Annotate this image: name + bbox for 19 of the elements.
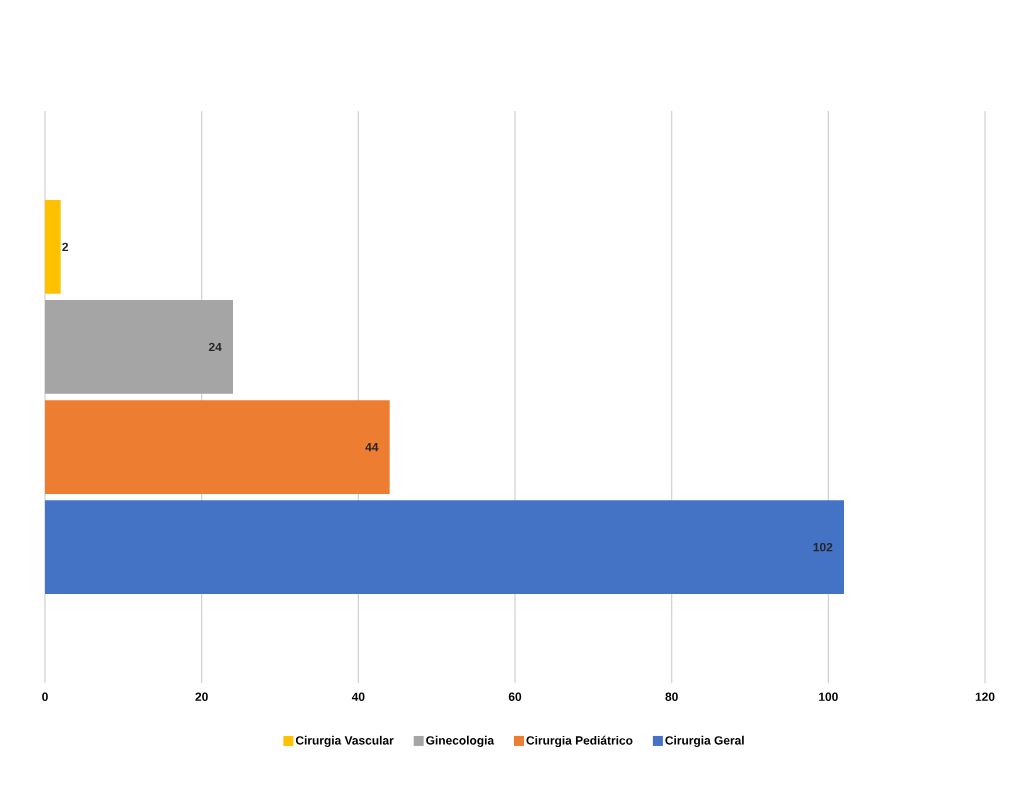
data-label: 102 (813, 542, 833, 552)
bar (45, 500, 845, 595)
x-tick-label: 40 (351, 692, 365, 701)
legend-label: Cirurgia Pediátrico (526, 735, 633, 748)
legend-label: Ginecologia (426, 735, 495, 748)
legend-label: Cirurgia Vascular (295, 735, 394, 748)
x-tick-label: 20 (195, 692, 208, 701)
x-tick-label: 100 (819, 692, 838, 701)
bar (45, 400, 390, 494)
x-tick-label: 80 (665, 692, 678, 701)
data-label: 44 (365, 442, 379, 452)
x-tick-label: 0 (42, 692, 48, 701)
data-label: 24 (208, 342, 222, 352)
bar (45, 300, 233, 394)
data-label: 2 (62, 242, 69, 252)
bar (45, 199, 61, 294)
x-tick-label: 120 (975, 692, 995, 701)
legend-label: Cirurgia Geral (665, 735, 744, 748)
x-tick-label: 60 (508, 692, 522, 701)
